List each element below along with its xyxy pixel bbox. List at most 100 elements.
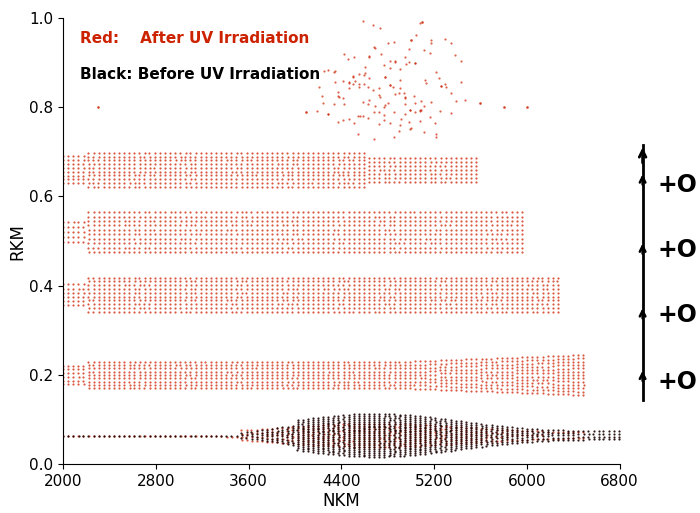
Point <box>414 154 426 162</box>
Point <box>323 171 334 180</box>
Point <box>220 183 232 191</box>
Point <box>358 440 370 448</box>
Point <box>512 432 523 441</box>
Point <box>374 431 385 439</box>
Point <box>262 364 273 372</box>
Point <box>379 447 390 455</box>
Point <box>216 300 227 308</box>
Point <box>425 289 436 297</box>
Point <box>108 281 120 289</box>
Point <box>298 167 309 175</box>
Point <box>312 384 323 392</box>
Point <box>323 446 334 454</box>
Point <box>220 432 232 440</box>
Point <box>155 235 166 243</box>
Point <box>369 447 380 455</box>
Point <box>160 226 171 234</box>
Point <box>62 156 74 164</box>
Point <box>440 307 451 315</box>
Point <box>466 307 477 315</box>
Point <box>414 448 426 457</box>
Point <box>379 248 390 256</box>
Point <box>461 273 472 282</box>
Point <box>420 448 431 456</box>
Point <box>282 427 293 435</box>
Point <box>83 374 94 383</box>
Point <box>205 358 216 366</box>
Point <box>328 296 339 304</box>
Point <box>195 281 206 289</box>
Point <box>231 235 242 243</box>
Point <box>195 381 206 389</box>
Point <box>404 170 415 178</box>
Point <box>384 443 395 451</box>
Point <box>323 440 334 448</box>
Point <box>404 449 415 458</box>
Point <box>363 358 374 366</box>
Point <box>516 289 527 297</box>
Point <box>389 433 400 441</box>
Point <box>506 431 517 439</box>
Point <box>160 248 171 256</box>
Point <box>62 281 74 289</box>
Point <box>470 239 482 247</box>
Point <box>461 300 472 308</box>
Point <box>104 152 115 161</box>
Point <box>231 358 242 366</box>
Point <box>373 304 384 312</box>
Point <box>374 441 385 449</box>
Point <box>384 420 395 428</box>
Point <box>108 364 120 372</box>
Point <box>119 160 130 168</box>
Point <box>354 434 365 442</box>
Point <box>307 149 318 157</box>
Point <box>124 149 135 157</box>
Point <box>425 431 436 439</box>
Point <box>113 381 125 389</box>
Point <box>246 429 257 438</box>
Point <box>62 431 74 440</box>
Point <box>414 307 426 315</box>
Point <box>470 423 482 431</box>
Point <box>440 360 451 368</box>
Point <box>419 170 430 178</box>
Point <box>312 435 323 443</box>
Point <box>486 361 498 369</box>
Point <box>491 212 503 221</box>
Point <box>251 235 262 243</box>
Point <box>419 162 430 170</box>
Point <box>144 278 155 286</box>
Point <box>405 432 416 440</box>
Point <box>430 433 441 441</box>
Point <box>496 378 507 386</box>
Point <box>276 300 288 308</box>
Point <box>98 361 109 369</box>
Point <box>93 208 104 216</box>
Point <box>358 164 370 172</box>
Point <box>481 429 492 437</box>
Point <box>164 300 176 308</box>
Point <box>144 167 155 175</box>
Point <box>379 166 390 174</box>
Point <box>231 289 242 297</box>
Point <box>175 292 186 301</box>
Point <box>328 441 339 449</box>
Point <box>226 183 237 191</box>
Point <box>220 160 232 168</box>
Point <box>445 226 456 234</box>
Point <box>419 417 430 425</box>
Point <box>404 154 415 162</box>
Point <box>537 425 548 433</box>
Point <box>154 167 165 175</box>
Point <box>470 443 482 451</box>
Point <box>466 300 477 308</box>
Point <box>338 300 349 308</box>
Point <box>414 292 426 301</box>
Point <box>363 51 374 60</box>
Point <box>363 452 374 461</box>
Point <box>73 218 84 226</box>
Point <box>475 364 486 372</box>
Point <box>455 208 466 216</box>
Point <box>496 429 507 438</box>
Point <box>368 135 379 144</box>
